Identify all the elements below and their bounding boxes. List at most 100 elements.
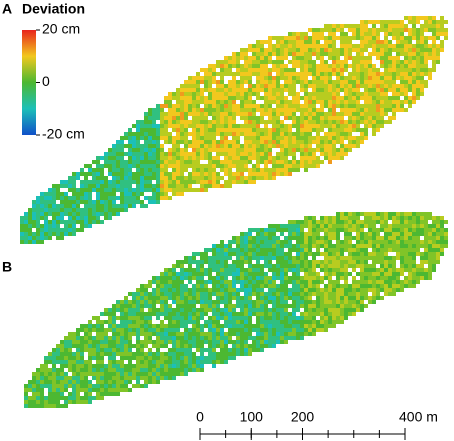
point-cell bbox=[276, 140, 280, 144]
point-cell bbox=[440, 24, 444, 28]
point-cell bbox=[316, 124, 320, 128]
point-cell bbox=[192, 84, 196, 88]
point-cell bbox=[220, 244, 224, 248]
point-cell bbox=[336, 100, 340, 104]
point-cell bbox=[280, 112, 284, 116]
point-cell bbox=[156, 144, 160, 148]
point-cell bbox=[248, 272, 252, 276]
point-cell bbox=[424, 48, 428, 52]
point-cell bbox=[396, 232, 400, 236]
point-cell bbox=[300, 268, 304, 272]
point-cell bbox=[356, 56, 360, 60]
point-cell bbox=[340, 292, 344, 296]
point-cell bbox=[292, 336, 296, 340]
point-cell bbox=[300, 236, 304, 240]
point-cell bbox=[296, 164, 300, 168]
point-cell bbox=[408, 220, 412, 224]
point-cell bbox=[236, 164, 240, 168]
point-cell bbox=[276, 48, 280, 52]
point-cell bbox=[216, 116, 220, 120]
point-cell bbox=[260, 292, 264, 296]
point-cell bbox=[372, 276, 376, 280]
point-cell bbox=[428, 268, 432, 272]
point-cell bbox=[68, 216, 72, 220]
point-cell bbox=[280, 40, 284, 44]
point-cell bbox=[132, 332, 136, 336]
point-cell bbox=[80, 376, 84, 380]
point-cell bbox=[188, 172, 192, 176]
point-cell bbox=[204, 132, 208, 136]
point-cell bbox=[300, 260, 304, 264]
point-cell bbox=[360, 300, 364, 304]
point-cell bbox=[136, 384, 140, 388]
point-cell bbox=[272, 300, 276, 304]
point-cell bbox=[60, 356, 64, 360]
point-cell bbox=[224, 92, 228, 96]
point-cell bbox=[268, 276, 272, 280]
point-cell bbox=[136, 176, 140, 180]
point-cell bbox=[92, 372, 96, 376]
point-cell bbox=[320, 28, 324, 32]
point-cell bbox=[72, 228, 76, 232]
point-cell bbox=[128, 324, 132, 328]
point-cell bbox=[112, 324, 116, 328]
point-cell bbox=[364, 296, 368, 300]
point-cell bbox=[316, 260, 320, 264]
point-cell bbox=[308, 300, 312, 304]
point-cell bbox=[328, 312, 332, 316]
point-cell bbox=[240, 308, 244, 312]
point-cell bbox=[308, 248, 312, 252]
point-cell bbox=[336, 116, 340, 120]
point-cell bbox=[188, 316, 192, 320]
point-cell bbox=[132, 156, 136, 160]
point-cell bbox=[96, 220, 100, 224]
point-cell bbox=[140, 376, 144, 380]
point-cell bbox=[296, 300, 300, 304]
point-cell bbox=[332, 316, 336, 320]
point-cell bbox=[112, 212, 116, 216]
point-cell bbox=[300, 84, 304, 88]
point-cell bbox=[424, 84, 428, 88]
point-cell bbox=[248, 256, 252, 260]
point-cell bbox=[312, 316, 316, 320]
point-cell bbox=[132, 188, 136, 192]
point-cell bbox=[112, 332, 116, 336]
point-cell bbox=[412, 240, 416, 244]
point-cell bbox=[344, 76, 348, 80]
point-cell bbox=[64, 228, 68, 232]
point-cell bbox=[348, 148, 352, 152]
point-cell bbox=[216, 256, 220, 260]
point-cell bbox=[416, 48, 420, 52]
point-cell bbox=[76, 392, 80, 396]
point-cell bbox=[296, 140, 300, 144]
point-cell bbox=[440, 28, 444, 32]
point-cell bbox=[376, 108, 380, 112]
point-cell bbox=[144, 168, 148, 172]
point-cell bbox=[416, 220, 420, 224]
point-cell bbox=[252, 128, 256, 132]
point-cell bbox=[76, 328, 80, 332]
point-cell bbox=[272, 36, 276, 40]
point-cell bbox=[92, 204, 96, 208]
point-cell bbox=[224, 304, 228, 308]
point-cell bbox=[316, 84, 320, 88]
point-cell bbox=[284, 288, 288, 292]
point-cell bbox=[304, 320, 308, 324]
point-cell bbox=[28, 236, 32, 240]
point-cell bbox=[128, 164, 132, 168]
point-cell bbox=[352, 124, 356, 128]
point-cell bbox=[320, 244, 324, 248]
point-cell bbox=[224, 244, 228, 248]
point-cell bbox=[304, 288, 308, 292]
point-cell bbox=[96, 376, 100, 380]
point-cell bbox=[220, 356, 224, 360]
point-cell bbox=[152, 116, 156, 120]
point-cell bbox=[308, 132, 312, 136]
point-cell bbox=[344, 148, 348, 152]
point-cell bbox=[324, 232, 328, 236]
point-cell bbox=[196, 76, 200, 80]
point-cell bbox=[92, 168, 96, 172]
point-cell bbox=[76, 208, 80, 212]
point-cell bbox=[296, 104, 300, 108]
point-cell bbox=[360, 252, 364, 256]
